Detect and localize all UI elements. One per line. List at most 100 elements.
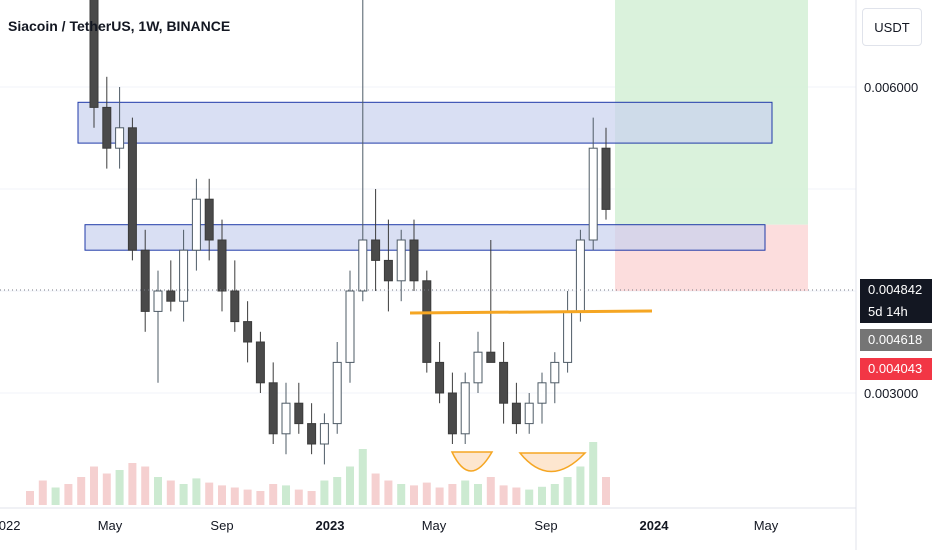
candle-body	[102, 106, 112, 149]
chart-title: Siacoin / TetherUS, 1W, BINANCE	[8, 18, 231, 34]
volume-bar	[358, 449, 367, 505]
volume-bar	[461, 480, 470, 505]
volume-bar	[320, 480, 329, 505]
entry-price-label: 0.004618	[860, 329, 932, 351]
volume-bar	[525, 489, 534, 505]
candle-body	[281, 402, 291, 435]
candle-body	[499, 361, 509, 404]
candle-body	[332, 361, 342, 425]
volume-bar	[448, 484, 457, 505]
candle-body	[294, 402, 304, 425]
cup-pattern	[518, 452, 587, 473]
candle-body	[115, 127, 125, 149]
candle-body	[486, 351, 496, 363]
candle-body	[153, 290, 163, 312]
volume-bar	[230, 487, 239, 505]
trade-boxes	[77, 0, 808, 291]
volume-bar	[269, 484, 278, 505]
volume-bar	[115, 470, 124, 505]
candle-body	[217, 239, 227, 292]
volume-bar	[294, 489, 303, 505]
candle-body	[601, 147, 611, 210]
candle-body	[255, 341, 265, 384]
volume-bar	[384, 480, 393, 505]
volume-bar	[602, 477, 610, 505]
x-tick-label: May	[98, 518, 123, 533]
current-price-label: 0.004842	[860, 279, 932, 301]
y-tick-label: 0.003000	[864, 386, 918, 401]
candle-body	[422, 280, 432, 363]
x-tick-label: Sep	[210, 518, 233, 533]
candle-body	[575, 239, 585, 312]
volume-bar	[499, 485, 508, 505]
volume-bar	[256, 491, 265, 505]
volume-bar	[371, 473, 380, 505]
cup-pattern	[450, 451, 494, 472]
currency-button[interactable]: USDT	[862, 8, 922, 46]
volume-bar	[563, 477, 572, 505]
candle-body	[537, 382, 547, 404]
candle-body	[319, 423, 329, 445]
x-tick-label: 2024	[640, 518, 670, 533]
candle-body	[307, 423, 317, 445]
candle-body	[127, 127, 137, 251]
stop-price-label: 0.004043	[860, 358, 932, 380]
volume-bar	[435, 487, 444, 505]
volume-bar	[243, 489, 252, 505]
volume-bars	[26, 442, 610, 505]
candle-body	[409, 239, 419, 282]
candle-body	[588, 147, 598, 241]
volume-bar	[397, 484, 406, 505]
volume-bar	[141, 466, 150, 505]
resistance-zone	[77, 101, 773, 144]
candle-body	[460, 382, 470, 435]
candle-body	[89, 0, 99, 108]
candle-body	[371, 239, 381, 261]
volume-bar	[307, 491, 316, 505]
volume-bar	[474, 484, 482, 505]
annotations	[0, 289, 856, 473]
volume-bar	[576, 466, 585, 505]
candle-body	[179, 249, 189, 302]
volume-bar	[179, 484, 188, 505]
volume-bar	[512, 487, 521, 505]
volume-bar	[550, 484, 559, 505]
candle-body	[268, 382, 278, 435]
volume-bar	[205, 482, 214, 505]
countdown-label: 5d 14h	[860, 301, 932, 323]
volume-bar	[422, 482, 431, 505]
volume-bar	[486, 477, 495, 505]
volume-bar	[410, 485, 418, 505]
candle-body	[435, 361, 445, 394]
candle-body	[550, 361, 560, 384]
volume-bar	[102, 473, 111, 505]
x-tick-label: May	[754, 518, 779, 533]
candle-body	[511, 402, 521, 425]
volume-bar	[589, 442, 598, 505]
volume-bar	[128, 463, 137, 505]
volume-bar	[26, 491, 34, 505]
volume-bar	[192, 478, 201, 505]
candle-body	[140, 249, 150, 312]
volume-bar	[38, 480, 47, 505]
volume-bar	[166, 480, 175, 505]
volume-bar	[333, 477, 342, 505]
x-tick-label: Sep	[534, 518, 557, 533]
candle-body	[345, 290, 355, 363]
volume-bar	[64, 484, 73, 505]
x-tick-label: 2022	[0, 518, 20, 533]
x-tick-label: May	[422, 518, 447, 533]
volume-bar	[154, 477, 162, 505]
volume-bar	[218, 485, 226, 505]
volume-bar	[51, 487, 60, 505]
candle-body	[383, 259, 393, 282]
trend-line	[409, 309, 653, 315]
volume-bar	[538, 486, 546, 505]
candle-body	[473, 351, 483, 384]
candle-body	[204, 198, 214, 241]
candle-body	[166, 290, 176, 302]
candle-body	[396, 239, 406, 282]
candles	[89, 0, 611, 465]
